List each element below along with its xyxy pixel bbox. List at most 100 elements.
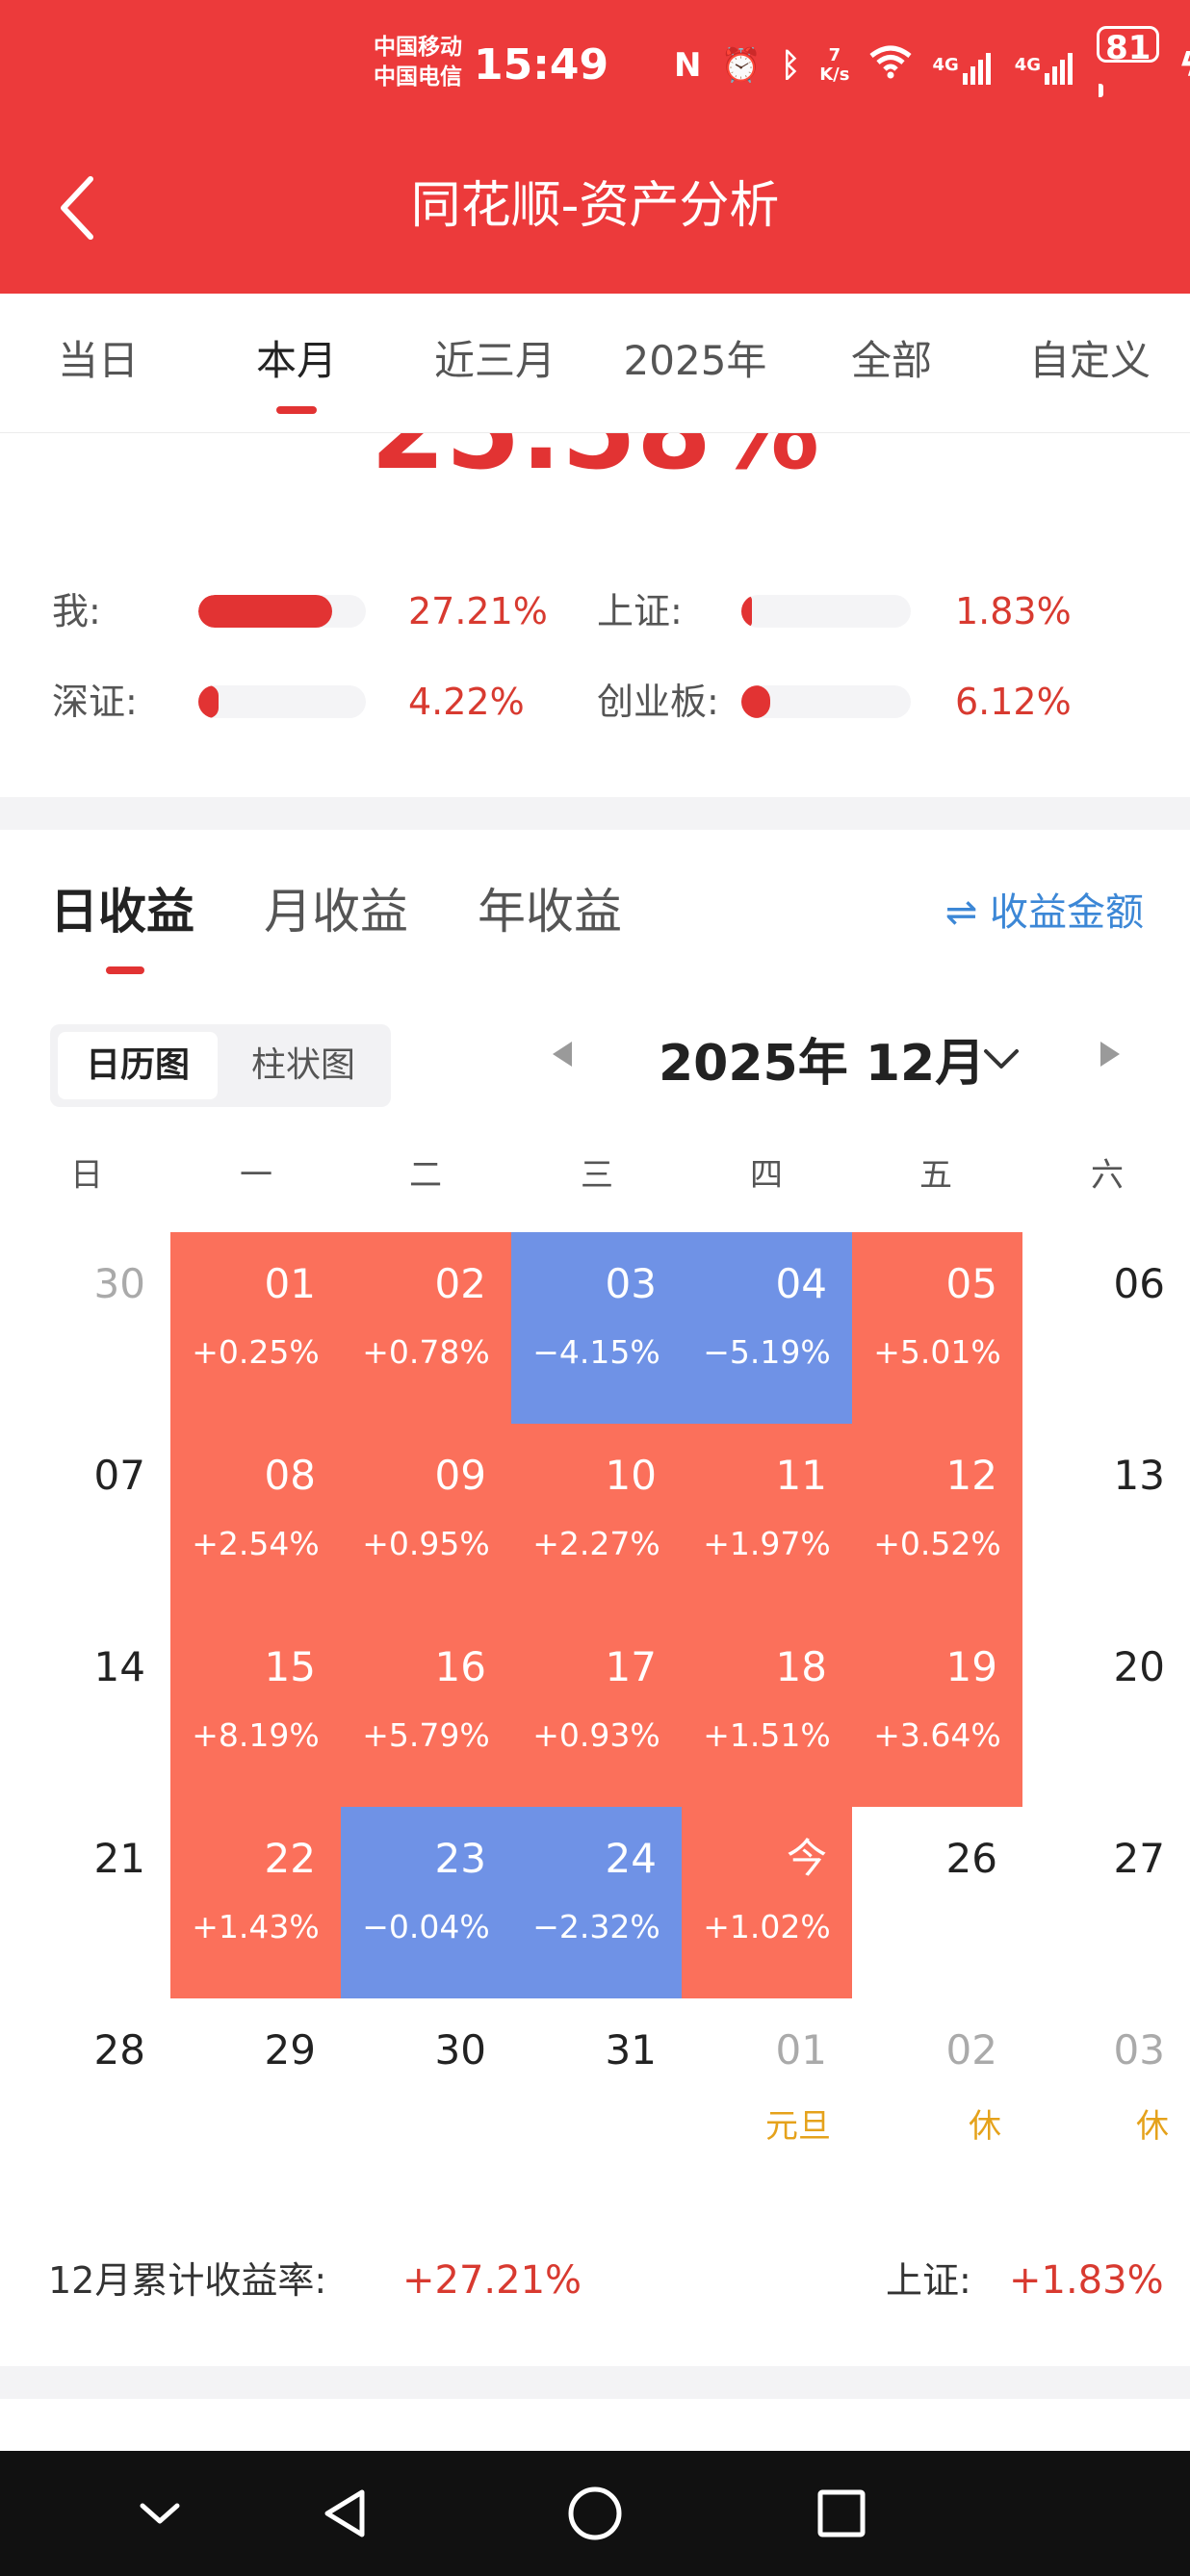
bar-view-button[interactable]: 柱状图 <box>250 1045 355 1085</box>
calendar-day-cell[interactable]: 16 +5.79% <box>341 1615 511 1807</box>
calendar-day-cell[interactable]: 18 +1.51% <box>682 1615 852 1807</box>
day-number: 07 <box>93 1452 145 1499</box>
compare-value-me: 27.21% <box>408 590 548 632</box>
calendar-day-cell[interactable]: 29 <box>170 1998 341 2190</box>
tab-this-month[interactable]: 本月 <box>255 337 337 384</box>
compare-fill-shanghai <box>741 595 752 628</box>
alarm-icon: ⏰ <box>720 46 762 85</box>
day-number: 26 <box>945 1835 997 1882</box>
calendar-day-cell[interactable]: 11 +1.97% <box>682 1424 852 1615</box>
calendar-day-cell[interactable]: 06 <box>1020 1232 1190 1424</box>
weekday-2: 二 <box>409 1156 442 1195</box>
wifi-icon <box>868 44 913 88</box>
calendar-day-cell[interactable]: 26 <box>852 1807 1022 1998</box>
calendar-day-cell[interactable]: 13 <box>1020 1424 1190 1615</box>
day-number: 28 <box>93 2026 145 2074</box>
charging-icon: ϟ <box>1178 46 1190 85</box>
home-circle-icon[interactable] <box>556 2475 634 2552</box>
tab-custom[interactable]: 自定义 <box>1028 337 1151 384</box>
cumulative-label: 12月累计收益率: <box>48 2259 327 2302</box>
calendar-day-cell[interactable]: 08 +2.54% <box>170 1424 341 1615</box>
calendar-day-cell[interactable]: 01 +0.25% <box>170 1232 341 1424</box>
net-type-2: 4G <box>1014 55 1042 75</box>
tab-daily-returns[interactable]: 日收益 <box>50 884 194 940</box>
tab-monthly-returns[interactable]: 月收益 <box>264 884 408 940</box>
day-number: 03 <box>1113 2026 1165 2074</box>
tab-three-months[interactable]: 近三月 <box>433 337 556 384</box>
calendar-day-cell[interactable]: 15 +8.19% <box>170 1615 341 1807</box>
calendar-day-cell[interactable]: 30 <box>0 1232 170 1424</box>
month-selector[interactable]: 2025年 12月 <box>659 1035 986 1093</box>
day-return: −4.15% <box>532 1333 660 1371</box>
day-number: 08 <box>264 1452 316 1499</box>
calendar-day-cell[interactable]: 22 +1.43% <box>170 1807 341 1998</box>
calendar-day-cell[interactable]: 14 <box>0 1615 170 1807</box>
compare-bar-me <box>198 595 366 628</box>
compare-value-shenzhen: 4.22% <box>408 681 525 723</box>
next-month-icon[interactable] <box>1100 1042 1120 1067</box>
day-number: 04 <box>775 1260 827 1307</box>
calendar-day-cell[interactable]: 09 +0.95% <box>341 1424 511 1615</box>
battery-icon: 81 <box>1097 25 1160 106</box>
day-return: +1.51% <box>703 1716 831 1754</box>
calendar-day-cell[interactable]: 05 +5.01% <box>852 1232 1022 1424</box>
calendar-day-cell[interactable]: 01 元旦 <box>682 1998 852 2190</box>
day-return: +0.25% <box>192 1333 320 1371</box>
tab-all[interactable]: 全部 <box>850 337 932 384</box>
back-triangle-icon[interactable] <box>308 2475 385 2552</box>
calendar-day-cell[interactable]: 04 −5.19% <box>682 1232 852 1424</box>
compare-bar-shenzhen <box>198 685 366 718</box>
app-header: 中国移动 中国电信 15:49 N ⏰ ᛒ 7 K/s 4G 4G 81 ϟ 同花… <box>0 0 1190 294</box>
signal-2-icon: 4G <box>1015 46 1077 85</box>
calendar-day-cell[interactable]: 10 +2.27% <box>511 1424 682 1615</box>
tab-today[interactable]: 当日 <box>57 337 139 384</box>
compare-fill-me <box>198 595 333 628</box>
day-return: +1.43% <box>192 1908 320 1945</box>
weekday-0: 日 <box>70 1156 103 1195</box>
bluetooth-icon: ᛒ <box>780 46 801 85</box>
day-return: +0.52% <box>873 1525 1001 1562</box>
calendar-day-cell[interactable]: 28 <box>0 1998 170 2190</box>
calendar-day-cell[interactable]: 02 +0.78% <box>341 1232 511 1424</box>
chevron-down-icon[interactable] <box>982 1047 1021 1072</box>
chevron-down-icon[interactable] <box>121 2475 198 2552</box>
calendar-day-cell[interactable]: 20 <box>1020 1615 1190 1807</box>
calendar-day-cell[interactable]: 02 休 <box>852 1998 1022 2190</box>
calendar-day-cell[interactable]: 12 +0.52% <box>852 1424 1022 1615</box>
compare-fill-shenzhen <box>198 685 219 718</box>
back-arrow-icon[interactable] <box>56 173 98 243</box>
carrier-1: 中国移动 <box>374 35 462 60</box>
calendar-day-cell[interactable]: 30 <box>341 1998 511 2190</box>
tab-year-2025[interactable]: 2025年 <box>623 337 767 384</box>
summary-card: 25.58% 我: 27.21% 上证: 1.83% 深证: 4.22% 创业板… <box>0 433 1190 797</box>
net-speed: 7 K/s <box>819 46 849 85</box>
day-number: 01 <box>264 1260 316 1307</box>
calendar-day-cell[interactable]: 24 −2.32% <box>511 1807 682 1998</box>
calendar-day-cell[interactable]: 今 +1.02% <box>682 1807 852 1998</box>
swap-to-amount-button[interactable]: ⇌ 收益金额 <box>944 890 1144 935</box>
day-return: −2.32% <box>532 1908 660 1945</box>
calendar-day-cell[interactable]: 19 +3.64% <box>852 1615 1022 1807</box>
day-number: 17 <box>605 1643 657 1690</box>
shanghai-value: +1.83% <box>1009 2258 1164 2303</box>
recents-square-icon[interactable] <box>803 2475 880 2552</box>
calendar-day-cell[interactable]: 17 +0.93% <box>511 1615 682 1807</box>
calendar-day-cell[interactable]: 07 <box>0 1424 170 1615</box>
tab-yearly-returns[interactable]: 年收益 <box>478 884 622 940</box>
calendar-day-cell[interactable]: 21 <box>0 1807 170 1998</box>
calendar-day-cell[interactable]: 03 −4.15% <box>511 1232 682 1424</box>
calendar-day-cell[interactable]: 31 <box>511 1998 682 2190</box>
calendar-day-cell[interactable]: 23 −0.04% <box>341 1807 511 1998</box>
holiday-label: 休 <box>1136 2107 1169 2146</box>
compare-label-shanghai: 上证: <box>597 590 683 632</box>
status-icons: N ⏰ ᛒ 7 K/s 4G 4G 81 ϟ <box>674 25 1190 97</box>
calendar-day-cell[interactable]: 27 <box>1020 1807 1190 1998</box>
day-return: −0.04% <box>362 1908 490 1945</box>
prev-month-icon[interactable] <box>553 1042 572 1067</box>
day-number: 27 <box>1113 1835 1165 1882</box>
day-return: +2.54% <box>192 1525 320 1562</box>
calendar-view-button[interactable]: 日历图 <box>58 1032 218 1099</box>
total-return-percent: 25.58% <box>0 433 1190 489</box>
calendar-day-cell[interactable]: 03 休 <box>1020 1998 1190 2190</box>
next-card-peek <box>0 2399 1190 2457</box>
